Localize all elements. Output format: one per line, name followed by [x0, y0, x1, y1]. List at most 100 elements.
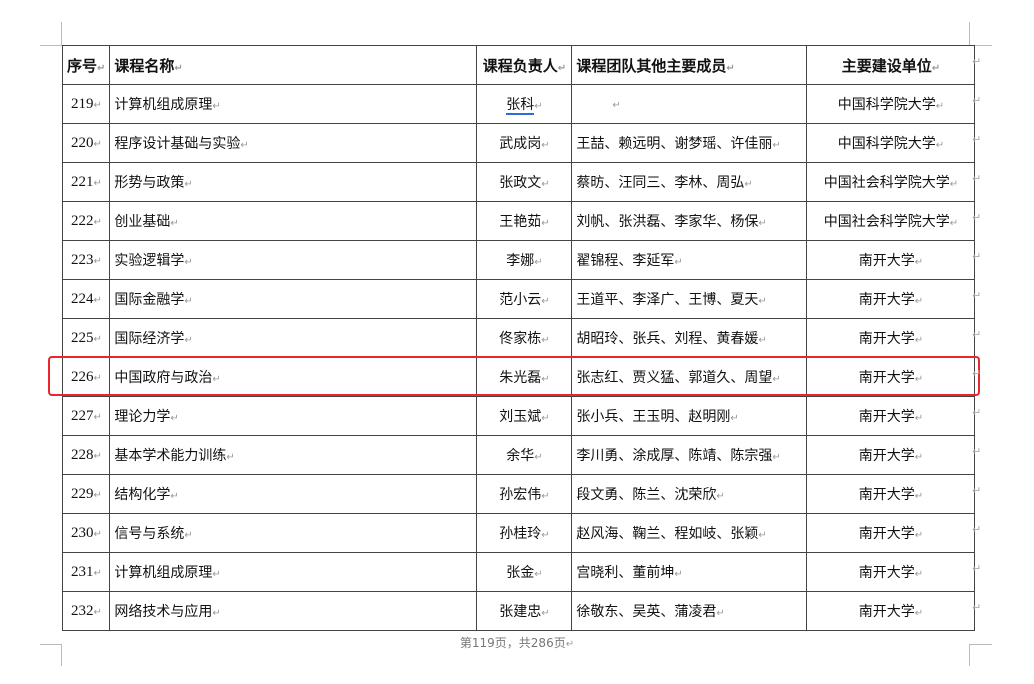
- cell-text: 蔡昉、汪同三、李林、周弘: [576, 175, 745, 191]
- cell-team-members[interactable]: 胡昭玲、张兵、刘程、黄春媛↵: [571, 318, 808, 358]
- paragraph-mark: ↵: [541, 296, 550, 307]
- cell-seq[interactable]: 231↵: [61, 552, 111, 592]
- cell-course-lead[interactable]: 武成岗↵: [476, 123, 573, 163]
- cell-text: 张金: [506, 565, 535, 581]
- cell-team-members[interactable]: 徐敬东、吴英、蒲凌君↵: [571, 591, 808, 631]
- paragraph-mark: ↵: [730, 413, 739, 424]
- paragraph-mark: ↵: [174, 62, 183, 74]
- cell-course-name[interactable]: 信号与系统↵: [109, 513, 478, 553]
- table-row: 225↵ 国际经济学↵ 佟家栋↵ 胡昭玲、张兵、刘程、黄春媛↵ 南开大学↵: [61, 318, 976, 358]
- cell-team-members[interactable]: 张志红、贾义猛、郭道久、周望↵: [571, 357, 808, 397]
- cell-seq[interactable]: 221↵: [61, 162, 111, 202]
- cell-course-name[interactable]: 形势与政策↵: [109, 162, 478, 202]
- table-row: 219↵ 计算机组成原理↵ 张科↵ ↵ 中国科学院大学↵: [61, 84, 976, 124]
- table-row: 230↵ 信号与系统↵ 孙桂玲↵ 赵风海、鞠兰、程如岐、张颖↵ 南开大学↵: [61, 513, 976, 553]
- cell-text: 程序设计基础与实验: [114, 136, 241, 152]
- cell-institution[interactable]: 南开大学↵: [806, 240, 976, 280]
- cell-seq[interactable]: 226↵: [61, 357, 111, 397]
- cell-course-name[interactable]: 理论力学↵: [109, 396, 478, 436]
- cell-text: 228: [71, 446, 94, 463]
- cell-text: 形势与政策: [114, 175, 185, 191]
- cell-team-members[interactable]: ↵: [571, 84, 808, 124]
- cell-seq[interactable]: 220↵: [61, 123, 111, 163]
- cell-course-name[interactable]: 基本学术能力训练↵: [109, 435, 478, 475]
- cell-course-name[interactable]: 程序设计基础与实验↵: [109, 123, 478, 163]
- cell-course-lead[interactable]: 张金↵: [476, 552, 573, 592]
- cell-course-lead[interactable]: 孙宏伟↵: [476, 474, 573, 514]
- cell-team-members[interactable]: 赵风海、鞠兰、程如岐、张颖↵: [571, 513, 808, 553]
- cell-seq[interactable]: 232↵: [61, 591, 111, 631]
- cell-text: 王道平、李泽广、王博、夏天: [576, 292, 759, 308]
- header-label: 课程团队其他主要成员: [576, 56, 727, 75]
- cell-team-members[interactable]: 蔡昉、汪同三、李林、周弘↵: [571, 162, 808, 202]
- cell-seq[interactable]: 224↵: [61, 279, 111, 319]
- cell-institution[interactable]: 南开大学↵: [806, 396, 976, 436]
- cell-team-members[interactable]: 张小兵、王玉明、赵明刚↵: [571, 396, 808, 436]
- cell-course-name[interactable]: 计算机组成原理↵: [109, 552, 478, 592]
- cell-institution[interactable]: 南开大学↵: [806, 357, 976, 397]
- cell-institution[interactable]: 南开大学↵: [806, 279, 976, 319]
- table-row: 231↵ 计算机组成原理↵ 张金↵ 宫晓利、董前坤↵ 南开大学↵: [61, 552, 976, 592]
- cell-course-lead[interactable]: 张政文↵: [476, 162, 573, 202]
- cell-course-lead[interactable]: 佟家栋↵: [476, 318, 573, 358]
- cell-seq[interactable]: 228↵: [61, 435, 111, 475]
- cell-course-name[interactable]: 网络技术与应用↵: [109, 591, 478, 631]
- paragraph-mark: ↵: [914, 569, 924, 580]
- cell-institution[interactable]: 中国社会科学院大学↵: [806, 201, 976, 241]
- cell-seq[interactable]: 227↵: [61, 396, 111, 436]
- cell-course-name[interactable]: 国际经济学↵: [109, 318, 478, 358]
- cell-course-name[interactable]: 计算机组成原理↵: [109, 84, 478, 124]
- cell-text: 信号与系统: [114, 526, 185, 542]
- paragraph-mark: ↵: [914, 452, 924, 463]
- cell-course-name[interactable]: 创业基础↵: [109, 201, 478, 241]
- cell-text: 227: [71, 407, 94, 424]
- cell-text: 南开大学: [858, 565, 915, 581]
- cell-institution[interactable]: 中国科学院大学↵: [806, 123, 976, 163]
- cell-team-members[interactable]: 刘帆、张洪磊、李家华、杨保↵: [571, 201, 808, 241]
- cell-course-lead[interactable]: 朱光磊↵: [476, 357, 573, 397]
- header-institution: 主要建设单位↵: [806, 45, 976, 85]
- cell-institution[interactable]: 南开大学↵: [806, 435, 976, 475]
- cell-seq[interactable]: 223↵: [61, 240, 111, 280]
- cell-course-lead[interactable]: 王艳茹↵: [476, 201, 573, 241]
- paragraph-mark: ↵: [541, 608, 550, 619]
- paragraph-mark: ↵: [93, 450, 102, 462]
- cell-team-members[interactable]: 段文勇、陈兰、沈荣欣↵: [571, 474, 808, 514]
- cell-seq[interactable]: 229↵: [61, 474, 111, 514]
- cell-course-name[interactable]: 国际金融学↵: [109, 279, 478, 319]
- cell-team-members[interactable]: 宫晓利、董前坤↵: [571, 552, 808, 592]
- paragraph-mark: ↵: [240, 140, 249, 151]
- cell-course-name[interactable]: 实验逻辑学↵: [109, 240, 478, 280]
- cell-course-name[interactable]: 结构化学↵: [109, 474, 478, 514]
- cell-institution[interactable]: 南开大学↵: [806, 474, 976, 514]
- cell-team-members[interactable]: 王道平、李泽广、王博、夏天↵: [571, 279, 808, 319]
- cell-course-lead[interactable]: 范小云↵: [476, 279, 573, 319]
- cell-team-members[interactable]: 王喆、赖远明、谢梦瑶、许佳丽↵: [571, 123, 808, 163]
- cell-seq[interactable]: 230↵: [61, 513, 111, 553]
- cell-seq[interactable]: 225↵: [61, 318, 111, 358]
- paragraph-mark: ↵: [93, 528, 102, 540]
- page-footer: 第119页，共286页↵: [0, 634, 1034, 651]
- paragraph-mark: ↵: [541, 140, 550, 151]
- cell-institution[interactable]: 南开大学↵: [806, 552, 976, 592]
- cell-course-lead[interactable]: 余华↵: [476, 435, 573, 475]
- cell-institution[interactable]: 南开大学↵: [806, 513, 976, 553]
- cell-institution[interactable]: 中国科学院大学↵: [806, 84, 976, 124]
- cell-seq[interactable]: 222↵: [61, 201, 111, 241]
- header-course-name: 课程名称↵: [109, 45, 478, 85]
- cell-institution[interactable]: 南开大学↵: [806, 318, 976, 358]
- cell-course-lead[interactable]: 孙桂玲↵: [476, 513, 573, 553]
- cell-text: 南开大学: [858, 409, 915, 425]
- cell-team-members[interactable]: 翟锦程、李延军↵: [571, 240, 808, 280]
- cell-course-lead[interactable]: 张科↵: [476, 84, 573, 124]
- cell-course-lead[interactable]: 张建忠↵: [476, 591, 573, 631]
- cell-institution[interactable]: 南开大学↵: [806, 591, 976, 631]
- corner-mark: [970, 644, 992, 645]
- cell-team-members[interactable]: 李川勇、涂成厚、陈靖、陈宗强↵: [571, 435, 808, 475]
- cell-seq[interactable]: 219↵: [61, 84, 111, 124]
- cell-course-name[interactable]: 中国政府与政治↵: [109, 357, 478, 397]
- cell-text: 南开大学: [858, 292, 915, 308]
- cell-course-lead[interactable]: 刘玉斌↵: [476, 396, 573, 436]
- cell-course-lead[interactable]: 李娜↵: [476, 240, 573, 280]
- cell-institution[interactable]: 中国社会科学院大学↵: [806, 162, 976, 202]
